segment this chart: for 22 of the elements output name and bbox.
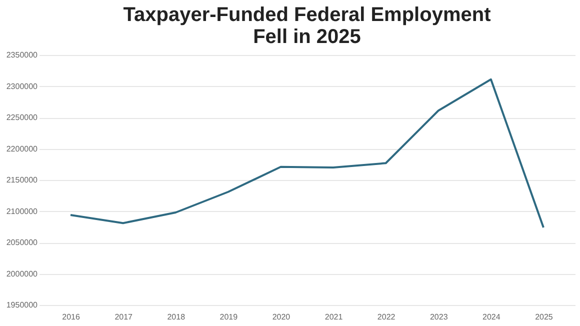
x-tick-label: 2023 xyxy=(430,312,448,322)
x-tick-label: 2022 xyxy=(377,312,396,322)
x-tick-label: 2021 xyxy=(324,312,344,322)
y-tick-label: 2150000 xyxy=(6,176,38,184)
y-tick-label: 2050000 xyxy=(6,238,38,247)
x-tick-label: 2017 xyxy=(114,312,134,322)
x-tick-label: 2019 xyxy=(220,312,238,322)
y-tick-label: 2100000 xyxy=(6,206,38,216)
y-tick-label: 1950000 xyxy=(6,300,38,310)
text: Taxpayer-Funded Federal Employment xyxy=(123,4,491,26)
x-tick-label: 2016 xyxy=(62,312,80,322)
y-tick-label: 2300000 xyxy=(6,82,38,91)
y-tick-label: 2000000 xyxy=(6,269,38,278)
y-tick-label: 2200000 xyxy=(6,144,38,154)
x-tick-label: 2024 xyxy=(482,312,501,322)
x-tick-label: 2018 xyxy=(167,312,186,322)
line-series xyxy=(70,78,544,228)
y-tick-label: 2350000 xyxy=(6,50,38,60)
y-tick-label: 2250000 xyxy=(6,113,38,122)
x-tick-label: 2020 xyxy=(272,312,291,322)
x-tick-label: 2025 xyxy=(535,312,554,322)
text: Fell in 2025 xyxy=(253,26,361,48)
